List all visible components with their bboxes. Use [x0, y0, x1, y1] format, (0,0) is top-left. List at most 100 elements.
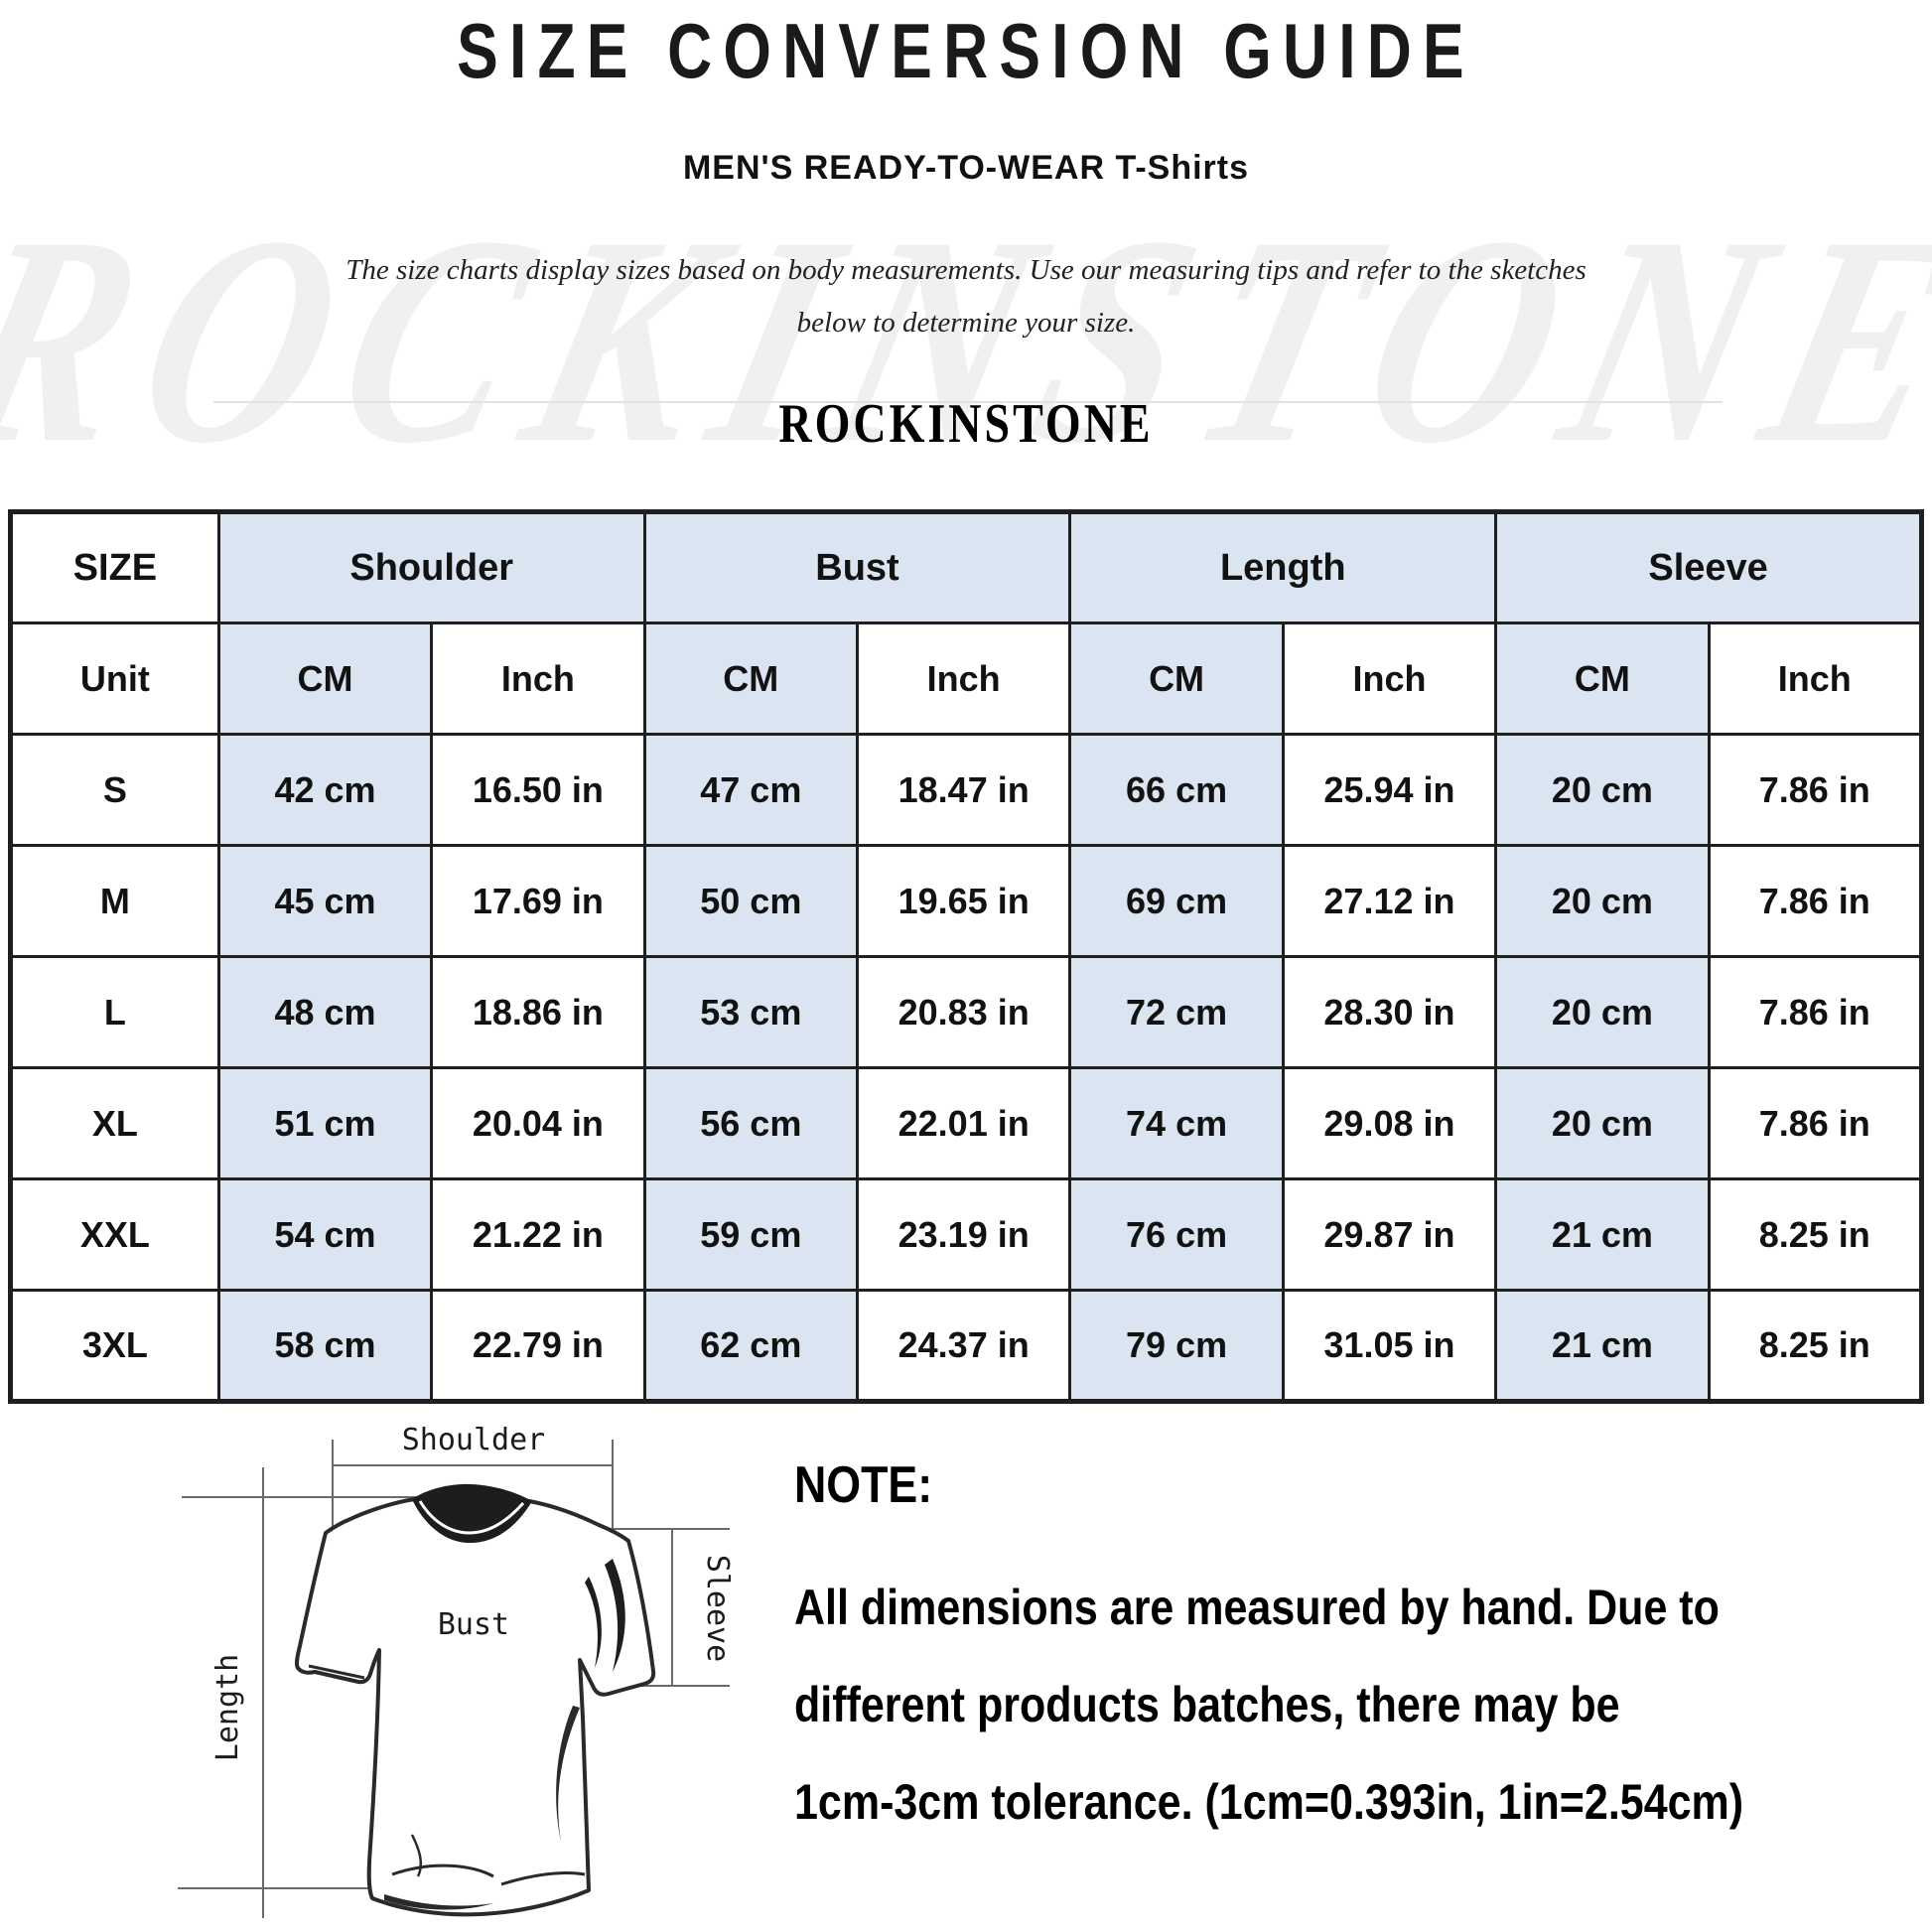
- bust-label: Bust: [438, 1607, 509, 1642]
- table-cell: 20.04 in: [430, 1066, 646, 1180]
- col-header-size: SIZE: [9, 510, 220, 624]
- table-cell: 22.79 in: [430, 1289, 646, 1403]
- col-header-bust: Bust: [642, 510, 1072, 624]
- table-cell: 20 cm: [1494, 1066, 1711, 1180]
- table-row-3xl: 3XL 58 cm 22.79 in 62 cm 24.37 in 79 cm …: [9, 1289, 1924, 1403]
- table-cell: 66 cm: [1068, 733, 1285, 847]
- table-cell: 8.25 in: [1707, 1177, 1924, 1292]
- unit-label: Unit: [9, 621, 220, 736]
- col-header-shoulder: Shoulder: [216, 510, 646, 624]
- note-section: NOTE: All dimensions are measured by han…: [794, 1455, 1785, 1851]
- unit-cell: Inch: [1281, 621, 1498, 736]
- table-row-m: M 45 cm 17.69 in 50 cm 19.65 in 69 cm 27…: [9, 844, 1924, 958]
- tshirt-measurement-diagram: Shoulder Bust Length Sleeve: [178, 1423, 735, 1918]
- table-cell: 8.25 in: [1707, 1289, 1924, 1403]
- table-cell: 7.86 in: [1707, 955, 1924, 1069]
- sketch-shading: [308, 1559, 625, 1910]
- table-cell: 22.01 in: [855, 1066, 1072, 1180]
- size-label: XXL: [9, 1177, 220, 1292]
- sleeve-label: Sleeve: [700, 1555, 735, 1662]
- divider-line: [213, 401, 1723, 403]
- table-cell: 51 cm: [216, 1066, 434, 1180]
- tshirt-outline: [294, 1497, 656, 1917]
- unit-cell: CM: [216, 621, 434, 736]
- col-header-length: Length: [1068, 510, 1498, 624]
- table-cell: 69 cm: [1068, 844, 1285, 958]
- table-cell: 18.47 in: [855, 733, 1072, 847]
- table-cell: 29.08 in: [1281, 1066, 1498, 1180]
- note-line-3: 1cm-3cm tolerance. (1cm=0.393in, 1in=2.5…: [794, 1774, 1744, 1830]
- table-row-xl: XL 51 cm 20.04 in 56 cm 22.01 in 74 cm 2…: [9, 1066, 1924, 1180]
- table-cell: 20.83 in: [855, 955, 1072, 1069]
- table-cell: 27.12 in: [1281, 844, 1498, 958]
- size-conversion-table: SIZE Shoulder Bust Length Sleeve Unit CM…: [8, 509, 1924, 1404]
- table-cell: 7.86 in: [1707, 733, 1924, 847]
- table-cell: 21.22 in: [430, 1177, 646, 1292]
- unit-cell: Inch: [1707, 621, 1924, 736]
- table-cell: 47 cm: [642, 733, 859, 847]
- table-cell: 31.05 in: [1281, 1289, 1498, 1403]
- table-cell: 76 cm: [1068, 1177, 1285, 1292]
- table-cell: 19.65 in: [855, 844, 1072, 958]
- size-label: L: [9, 955, 220, 1069]
- note-line-2: different products batches, there may be: [794, 1677, 1620, 1732]
- description-line-2: below to determine your size.: [796, 307, 1136, 339]
- unit-cell: CM: [1068, 621, 1285, 736]
- col-header-sleeve: Sleeve: [1494, 510, 1923, 624]
- unit-cell: Inch: [430, 621, 646, 736]
- unit-cell: Inch: [855, 621, 1072, 736]
- unit-cell: CM: [1494, 621, 1711, 736]
- brand-name: ROCKINSTONE: [778, 392, 1154, 455]
- table-cell: 24.37 in: [855, 1289, 1072, 1403]
- shoulder-label: Shoulder: [402, 1423, 546, 1457]
- table-cell: 42 cm: [216, 733, 434, 847]
- table-cell: 7.86 in: [1707, 844, 1924, 958]
- page-subtitle: MEN'S READY-TO-WEAR T-Shirts: [682, 149, 1250, 187]
- table-cell: 45 cm: [216, 844, 434, 958]
- table-cell: 79 cm: [1068, 1289, 1285, 1403]
- table-cell: 62 cm: [642, 1289, 859, 1403]
- table-cell: 20 cm: [1494, 955, 1711, 1069]
- table-cell: 7.86 in: [1707, 1066, 1924, 1180]
- table-cell: 53 cm: [642, 955, 859, 1069]
- table-cell: 21 cm: [1494, 1289, 1711, 1403]
- table-unit-row: Unit CM Inch CM Inch CM Inch CM Inch: [9, 621, 1924, 736]
- table-cell: 48 cm: [216, 955, 434, 1069]
- table-row-l: L 48 cm 18.86 in 53 cm 20.83 in 72 cm 28…: [9, 955, 1924, 1069]
- table-cell: 50 cm: [642, 844, 859, 958]
- table-cell: 56 cm: [642, 1066, 859, 1180]
- table-cell: 25.94 in: [1281, 733, 1498, 847]
- table-cell: 17.69 in: [430, 844, 646, 958]
- note-heading: NOTE:: [794, 1456, 933, 1514]
- table-row-xxl: XXL 54 cm 21.22 in 59 cm 23.19 in 76 cm …: [9, 1177, 1924, 1292]
- table-row-s: S 42 cm 16.50 in 47 cm 18.47 in 66 cm 25…: [9, 733, 1924, 847]
- table-cell: 21 cm: [1494, 1177, 1711, 1292]
- size-label: 3XL: [9, 1289, 220, 1403]
- table-cell: 54 cm: [216, 1177, 434, 1292]
- table-group-header-row: SIZE Shoulder Bust Length Sleeve: [9, 510, 1923, 624]
- table-cell: 72 cm: [1068, 955, 1285, 1069]
- length-label: Length: [210, 1654, 245, 1761]
- size-table: SIZE Shoulder Bust Length Sleeve Unit CM…: [8, 509, 1924, 1404]
- table-cell: 58 cm: [216, 1289, 434, 1403]
- table-cell: 74 cm: [1068, 1066, 1285, 1180]
- description-text: The size charts display sizes based on b…: [0, 244, 1932, 349]
- page-title: SIZE CONVERSION GUIDE: [457, 7, 1475, 94]
- collar-shape: [412, 1483, 532, 1543]
- unit-cell: CM: [642, 621, 859, 736]
- size-label: S: [9, 733, 220, 847]
- table-cell: 18.86 in: [430, 955, 646, 1069]
- table-cell: 16.50 in: [430, 733, 646, 847]
- table-cell: 59 cm: [642, 1177, 859, 1292]
- table-cell: 28.30 in: [1281, 955, 1498, 1069]
- size-label: XL: [9, 1066, 220, 1180]
- table-cell: 29.87 in: [1281, 1177, 1498, 1292]
- table-cell: 20 cm: [1494, 844, 1711, 958]
- description-line-1: The size charts display sizes based on b…: [345, 254, 1587, 286]
- note-line-1: All dimensions are measured by hand. Due…: [794, 1580, 1720, 1635]
- collar-rim: [418, 1500, 525, 1535]
- table-cell: 23.19 in: [855, 1177, 1072, 1292]
- size-label: M: [9, 844, 220, 958]
- table-cell: 20 cm: [1494, 733, 1711, 847]
